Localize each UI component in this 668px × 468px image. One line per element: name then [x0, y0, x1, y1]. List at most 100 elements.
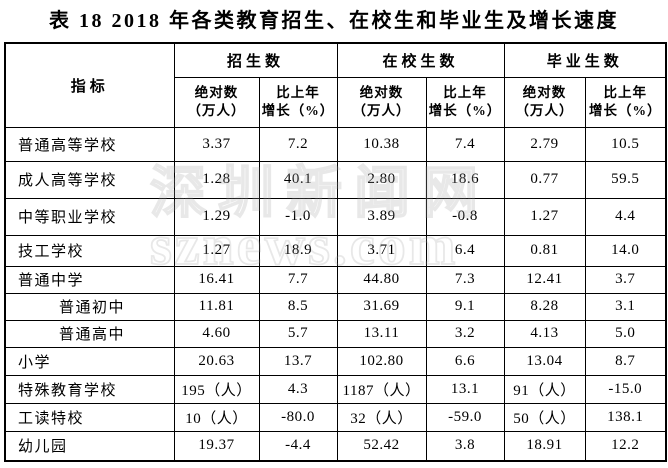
- subheader-line: （万人）: [187, 103, 246, 118]
- cell-value: 13.04: [503, 346, 586, 376]
- cell-value: 102.80: [336, 346, 427, 376]
- subheader-line: 增长（%）: [261, 103, 335, 118]
- cell-value: 8.28: [503, 292, 586, 321]
- subheader-line: （万人）: [515, 103, 574, 118]
- row-label: 技工学校: [4, 234, 175, 267]
- cell-value: 13.11: [336, 319, 427, 348]
- table-row: 普通高等学校 3.37 7.2 10.38 7.4 2.79 10.5: [4, 126, 667, 162]
- cell-value: 1.28: [173, 160, 260, 199]
- cell-value: 1.29: [173, 197, 260, 236]
- cell-value: 7.7: [258, 265, 338, 294]
- cell-value: -59.0: [425, 402, 505, 432]
- row-label: 小学: [4, 346, 175, 376]
- cell-value: 7.4: [425, 126, 505, 162]
- subheader-line: 比上年: [603, 84, 648, 100]
- table-row: 技工学校 1.27 18.9 3.71 6.4 0.81 14.0: [4, 234, 667, 267]
- cell-value: 18.6: [425, 160, 505, 199]
- cell-value: 50（人）: [503, 402, 586, 432]
- row-label: 普通高等学校: [4, 126, 175, 162]
- cell-value: 18.91: [503, 430, 586, 462]
- cell-value: 2.80: [336, 160, 427, 199]
- cell-value: 13.1: [425, 374, 505, 404]
- subheader-line: 增长（%）: [428, 103, 502, 118]
- row-label: 普通高中: [4, 319, 175, 348]
- table-row: 成人高等学校 1.28 40.1 2.80 18.6 0.77 59.5: [4, 160, 667, 199]
- table-title: 表 18 2018 年各类教育招生、在校生和毕业生及增长速度: [49, 10, 619, 32]
- row-label: 幼儿园: [4, 430, 175, 462]
- cell-value: 195（人）: [173, 374, 260, 404]
- cell-value: 11.81: [173, 292, 260, 321]
- subheader-graduates-growth: 比上年 增长（%）: [584, 76, 667, 128]
- cell-value: 3.8: [425, 430, 505, 462]
- education-stats-table: 指标 招生数 在校生数 毕业生数 绝对数 （万人） 比上年 增长（%） 绝对数 …: [4, 42, 668, 462]
- cell-value: -0.8: [425, 197, 505, 236]
- table-row: 中等职业学校 1.29 -1.0 3.89 -0.8 1.27 4.4: [4, 197, 667, 236]
- cell-value: 2.79: [503, 126, 586, 162]
- cell-value: 4.3: [258, 374, 338, 404]
- subheader-students-absolute: 绝对数 （万人）: [336, 76, 427, 128]
- subheader-enrollment-absolute: 绝对数 （万人）: [173, 76, 260, 128]
- subheader-line: （万人）: [352, 103, 411, 118]
- subheader-line: 增长（%）: [589, 103, 662, 118]
- header-group-enrollment: 招生数: [173, 42, 338, 78]
- cell-value: 3.1: [584, 292, 667, 321]
- cell-value: 1.27: [503, 197, 586, 236]
- cell-value: 52.42: [336, 430, 427, 462]
- table-row: 工读特校 10（人） -80.0 32（人） -59.0 50（人） 138.1: [4, 402, 667, 432]
- subheader-students-growth: 比上年 增长（%）: [425, 76, 505, 128]
- cell-value: 91（人）: [503, 374, 586, 404]
- cell-value: 4.60: [173, 319, 260, 348]
- cell-value: 7.2: [258, 126, 338, 162]
- cell-value: 10.5: [584, 126, 667, 162]
- row-label: 普通中学: [4, 265, 175, 294]
- table-row: 小学 20.63 13.7 102.80 6.6 13.04 8.7: [4, 346, 667, 376]
- cell-value: -80.0: [258, 402, 338, 432]
- cell-value: 0.77: [503, 160, 586, 199]
- header-group-students: 在校生数: [336, 42, 505, 78]
- cell-value: 4.13: [503, 319, 586, 348]
- row-label: 工读特校: [4, 402, 175, 432]
- subheader-line: 比上年: [276, 84, 320, 100]
- cell-value: 44.80: [336, 265, 427, 294]
- cell-value: 3.89: [336, 197, 427, 236]
- cell-value: 3.37: [173, 126, 260, 162]
- cell-value: 6.4: [425, 234, 505, 267]
- cell-value: 6.6: [425, 346, 505, 376]
- cell-value: 3.7: [584, 265, 667, 294]
- cell-value: 16.41: [173, 265, 260, 294]
- subheader-line: 绝对数: [522, 84, 567, 100]
- cell-value: 1.27: [173, 234, 260, 267]
- subheader-line: 比上年: [443, 84, 487, 100]
- header-group-graduates: 毕业生数: [503, 42, 667, 78]
- table-row: 特殊教育学校 195（人） 4.3 1187（人） 13.1 91（人） -15…: [4, 374, 667, 404]
- cell-value: 5.7: [258, 319, 338, 348]
- row-label: 特殊教育学校: [4, 374, 175, 404]
- table-row: 普通中学 16.41 7.7 44.80 7.3 12.41 3.7: [4, 265, 667, 294]
- cell-value: 9.1: [425, 292, 505, 321]
- cell-value: -15.0: [584, 374, 667, 404]
- subheader-line: 绝对数: [194, 84, 239, 100]
- cell-value: 14.0: [584, 234, 667, 267]
- table-row: 幼儿园 19.37 -4.4 52.42 3.8 18.91 12.2: [4, 430, 667, 462]
- cell-value: 18.9: [258, 234, 338, 267]
- cell-value: 19.37: [173, 430, 260, 462]
- table-row: 普通高中 4.60 5.7 13.11 3.2 4.13 5.0: [4, 319, 667, 348]
- cell-value: 7.3: [425, 265, 505, 294]
- cell-value: -1.0: [258, 197, 338, 236]
- cell-value: 40.1: [258, 160, 338, 199]
- subheader-line: 绝对数: [359, 84, 404, 100]
- cell-value: 3.71: [336, 234, 427, 267]
- header-group-row: 指标 招生数 在校生数 毕业生数: [4, 42, 667, 128]
- cell-value: 12.41: [503, 265, 586, 294]
- header-sub-row: 绝对数 （万人） 比上年 增长（%） 绝对数 （万人） 比上年 增长（%） 绝对…: [5, 76, 667, 128]
- cell-value: 20.63: [173, 346, 260, 376]
- header-indicator: 指标: [4, 42, 175, 128]
- cell-value: 138.1: [584, 402, 667, 432]
- cell-value: 32（人）: [336, 402, 427, 432]
- cell-value: -4.4: [258, 430, 338, 462]
- cell-value: 13.7: [258, 346, 338, 376]
- cell-value: 10.38: [336, 126, 427, 162]
- subheader-graduates-absolute: 绝对数 （万人）: [503, 76, 586, 128]
- cell-value: 59.5: [584, 160, 667, 199]
